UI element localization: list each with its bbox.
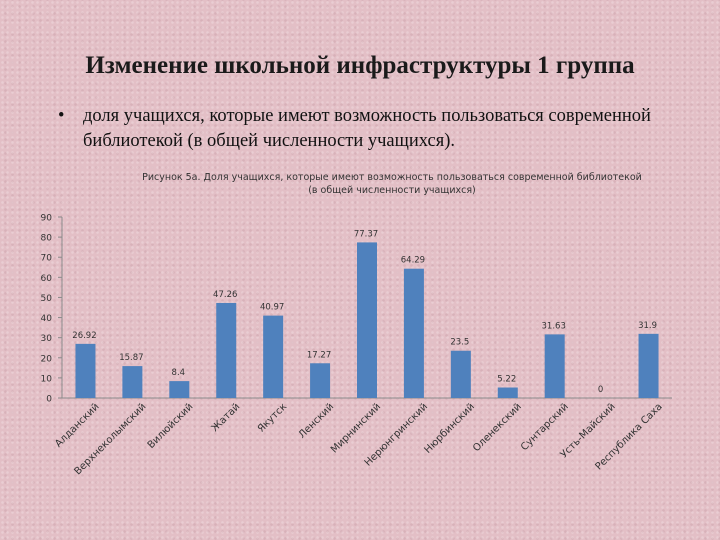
value-label: 8.4 [172, 368, 186, 378]
bar [75, 343, 96, 398]
value-label: 47.26 [213, 290, 237, 300]
y-axis: 0 10 20 30 40 50 60 70 80 90 [41, 214, 672, 405]
bar [638, 333, 659, 398]
y-tick-label: 90 [41, 214, 53, 224]
bullet-text: доля учащихся, которые имеют возможность… [83, 106, 651, 151]
bar [122, 366, 143, 398]
category-label: Вилюйский [146, 401, 196, 451]
value-labels: 26.92 15.87 8.4 47.26 40.97 17.27 77.37 64.29 23… [72, 229, 657, 395]
y-tick-label: 50 [41, 294, 53, 304]
category-label: Алданский [53, 401, 101, 449]
value-label: 31.63 [542, 321, 566, 331]
bar [450, 350, 471, 398]
category-label: Сунтарский [519, 401, 571, 453]
value-label: 5.22 [497, 375, 516, 385]
bar [497, 387, 518, 398]
y-tick-label: 40 [41, 314, 53, 324]
bar [169, 381, 190, 398]
bullet-marker: • [58, 106, 65, 126]
value-label: 40.97 [260, 303, 284, 313]
slide-title: Изменение школьной инфраструктуры 1 груп… [85, 52, 635, 79]
value-label: 15.87 [119, 353, 143, 363]
value-label: 0 [598, 385, 603, 395]
bar [310, 363, 331, 398]
value-label: 31.9 [638, 321, 657, 331]
value-label: 64.29 [401, 256, 425, 266]
category-label: Якутск [256, 401, 289, 434]
bar [216, 302, 237, 398]
y-tick-label: 0 [46, 395, 52, 405]
chart-title: Рисунок 5а. Доля учащихся, которые имеют… [142, 172, 642, 183]
value-label: 26.92 [72, 331, 96, 341]
category-label: Оленекский [471, 401, 524, 454]
y-tick-label: 10 [41, 374, 53, 384]
y-tick-label: 60 [41, 274, 53, 284]
bullet-item: • доля учащихся, которые имеют возможнос… [58, 104, 678, 154]
bar [403, 268, 424, 398]
y-tick-label: 20 [41, 354, 53, 364]
bar [263, 315, 284, 398]
category-label: Ленский [297, 401, 336, 440]
y-tick-label: 80 [41, 234, 53, 244]
bar [357, 242, 377, 398]
value-label: 17.27 [307, 350, 331, 360]
value-label: 77.37 [354, 229, 378, 239]
bars [75, 242, 659, 398]
chart-subtitle: (в общей численности учащихся) [308, 185, 476, 196]
y-tick-label: 30 [41, 334, 53, 344]
category-label: Жатай [210, 401, 243, 434]
value-label: 23.5 [450, 338, 469, 348]
bar [544, 334, 565, 398]
category-label: Нюрбинский [422, 401, 476, 455]
y-tick-label: 70 [41, 254, 53, 264]
